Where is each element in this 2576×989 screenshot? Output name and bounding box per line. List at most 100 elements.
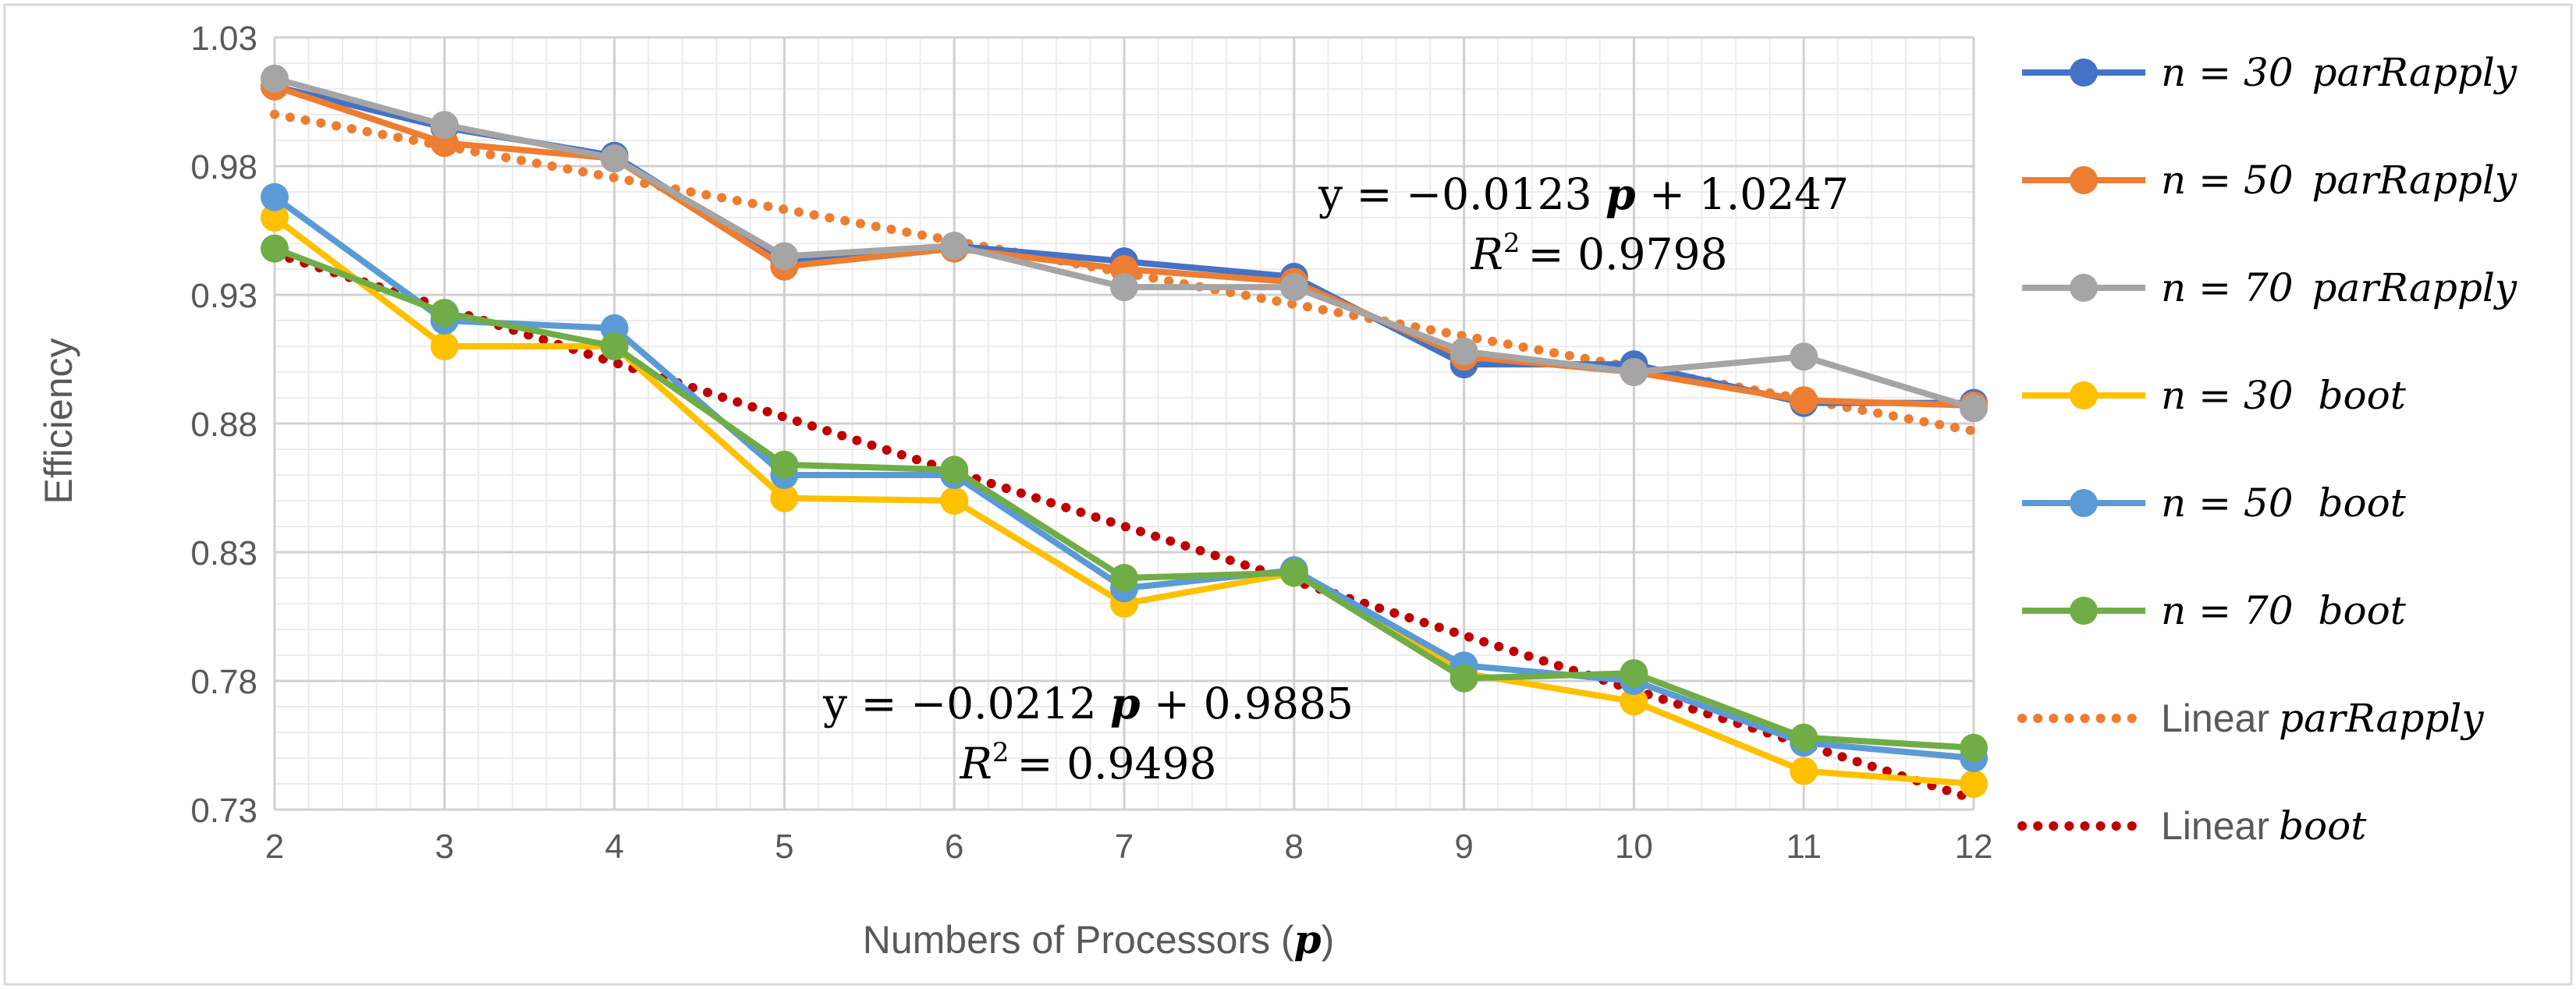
- series-n-70-parrapply: [261, 64, 1988, 423]
- x-axis-label-var: p: [1294, 916, 1322, 962]
- data-point-n-70-boot-p6: [940, 456, 969, 484]
- eq1-lead: y = −0.0123: [1318, 169, 1592, 219]
- chart-border: [3, 3, 2573, 986]
- data-point-n-70-boot-p9: [1449, 664, 1478, 693]
- series-n-70-boot: [261, 234, 1988, 762]
- legend-n-label-n30-boot: n = 30: [2161, 373, 2294, 418]
- data-point-n-30-boot-p10: [1620, 687, 1648, 716]
- data-point-n-70-boot-p10: [1620, 659, 1648, 688]
- trend-equation-boot: y = −0.0212 p + 0.9885 R2 = 0.9498: [822, 678, 1354, 789]
- x-axis-label: Numbers of Processors (p): [863, 916, 1335, 962]
- x-tick-label: 8: [1285, 828, 1304, 866]
- legend-method-n70-parRapply: parRapply: [2312, 265, 2517, 310]
- data-point-n-70-parrapply-p6: [940, 232, 969, 261]
- data-point-n-70-boot-p4: [600, 332, 629, 360]
- legend-n-label-n50-boot: n = 50: [2161, 480, 2294, 526]
- svg-text:R2= 0.9498: R2 = 0.9498: [959, 737, 1216, 789]
- y-tick-label: 0.83: [190, 534, 257, 572]
- legend-marker-n50-parRapply: [2070, 166, 2098, 194]
- legend-n-label-n50-parRapply: n = 50: [2161, 158, 2294, 203]
- legend-n-label-n30-parRapply: n = 30: [2161, 50, 2294, 95]
- legend-entry-n50-boot: n = 50 boot: [2022, 480, 2407, 526]
- data-point-n-30-boot-p12: [1960, 770, 1988, 798]
- svg-text:y = −0.0123 p + 1.0247: y = −0.0123 p + 1.0247: [1318, 168, 1849, 219]
- legend-marker-n50-boot: [2070, 489, 2098, 517]
- x-tick-label: 9: [1454, 828, 1473, 866]
- x-tick-label: 10: [1615, 828, 1653, 866]
- svg-text:y = −0.0212 p + 0.9885: y = −0.0212 p + 0.9885: [822, 678, 1354, 728]
- x-tick-label: 2: [265, 828, 284, 866]
- data-point-n-70-boot-p7: [1110, 564, 1138, 592]
- legend-marker-n70-parRapply: [2070, 274, 2098, 302]
- data-point-n-70-parrapply-p12: [1960, 394, 1988, 423]
- legend: n = 30 parRapply n = 50 parRapply n = 70 pa…: [2017, 50, 2517, 849]
- x-tick-label: 4: [605, 828, 623, 866]
- data-point-n-70-parrapply-p10: [1620, 358, 1648, 386]
- trend-equation-parRapply: y = −0.0123 p + 1.0247 R2 = 0.9798: [1318, 168, 1849, 279]
- x-axis-label-text: Numbers of Processors (: [863, 918, 1294, 962]
- y-tick-label: 0.88: [190, 406, 257, 444]
- data-point-n-50-parrapply-p11: [1790, 386, 1818, 415]
- data-point-n-30-boot-p5: [770, 484, 799, 512]
- legend-n-label-n70-parRapply: n = 70: [2161, 265, 2294, 310]
- eq2-tail: + 0.9885: [1154, 679, 1354, 728]
- data-point-n-70-parrapply-p7: [1110, 273, 1138, 302]
- major-gridlines: [273, 36, 1975, 811]
- y-tick-label: 0.93: [190, 277, 257, 315]
- data-point-n-70-parrapply-p8: [1279, 273, 1308, 302]
- y-tick-label: 0.73: [190, 792, 257, 830]
- eq2-var: p: [1110, 678, 1140, 728]
- data-point-n-70-parrapply-p9: [1449, 337, 1478, 366]
- legend-n-label-n70-boot: n = 70: [2161, 588, 2294, 633]
- legend-entry-linear-parRapply: Linear parRapply: [2017, 696, 2484, 741]
- legend-marker-n30-boot: [2070, 381, 2098, 409]
- data-point-n-70-parrapply-p5: [770, 242, 799, 271]
- data-point-n-70-parrapply-p4: [600, 144, 629, 173]
- eq1-r2-value: = 0.9798: [1528, 229, 1728, 279]
- data-point-n-30-boot-p11: [1790, 757, 1818, 785]
- data-point-n-70-boot-p12: [1960, 733, 1988, 762]
- x-tick-label: 6: [945, 828, 963, 866]
- data-point-n-70-parrapply-p3: [430, 111, 459, 140]
- legend-marker-n70-boot: [2070, 597, 2098, 625]
- y-tick-label: 1.03: [190, 19, 257, 58]
- data-point-n-30-boot-p6: [940, 487, 969, 515]
- legend-entry-n30-boot: n = 30 boot: [2022, 373, 2407, 418]
- legend-entry-linear-boot: Linear boot: [2017, 803, 2367, 849]
- x-tick-label: 12: [1955, 828, 1993, 866]
- x-tick-label: 3: [435, 828, 454, 866]
- legend-linear-method-boot: boot: [2279, 803, 2367, 849]
- eq1-tail: + 1.0247: [1649, 169, 1849, 219]
- data-point-n-70-boot-p11: [1790, 723, 1818, 752]
- data-point-n-50-boot-p2: [261, 183, 289, 211]
- data-point-n-70-boot-p8: [1279, 558, 1308, 587]
- legend-entry-n30-parRapply: n = 30 parRapply: [2022, 50, 2517, 95]
- legend-entry-n50-parRapply: n = 50 parRapply: [2022, 158, 2517, 203]
- legend-linear-method-parRapply: parRapply: [2279, 696, 2484, 741]
- data-point-n-30-boot-p2: [261, 204, 289, 232]
- data-point-n-70-parrapply-p11: [1790, 342, 1818, 371]
- x-tick-labels: 2 3 4 5 6 7 8 9 10 11 12: [265, 828, 1993, 866]
- eq1-r2-label: R: [1470, 229, 1503, 279]
- eq2-r2-exp: 2: [992, 737, 1009, 768]
- data-point-n-70-boot-p5: [770, 450, 799, 479]
- x-tick-label: 5: [775, 828, 793, 866]
- legend-linear-prefix-parRapply: Linear: [2161, 697, 2269, 740]
- legend-method-n30-boot: boot: [2319, 373, 2407, 418]
- y-tick-labels: 0.73 0.78 0.83 0.88 0.93 0.98 1.03: [190, 19, 257, 830]
- x-tick-label: 11: [1786, 828, 1822, 866]
- series-lines: [261, 64, 1988, 798]
- legend-linear-prefix-boot: Linear: [2161, 804, 2269, 848]
- data-point-n-70-boot-p3: [430, 299, 459, 328]
- legend-entry-n70-parRapply: n = 70 parRapply: [2022, 265, 2517, 310]
- data-point-n-70-parrapply-p2: [261, 64, 289, 93]
- eq2-r2-value: = 0.9498: [1017, 739, 1217, 789]
